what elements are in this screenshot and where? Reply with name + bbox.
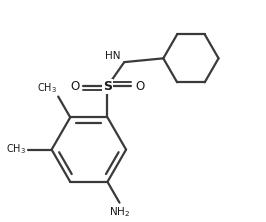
Text: O: O (135, 80, 144, 93)
Text: CH$_3$: CH$_3$ (6, 143, 26, 157)
Text: NH$_2$: NH$_2$ (109, 205, 130, 219)
Text: S: S (103, 80, 112, 93)
Text: HN: HN (105, 51, 121, 61)
Text: CH$_3$: CH$_3$ (37, 81, 57, 95)
Text: O: O (70, 80, 80, 93)
